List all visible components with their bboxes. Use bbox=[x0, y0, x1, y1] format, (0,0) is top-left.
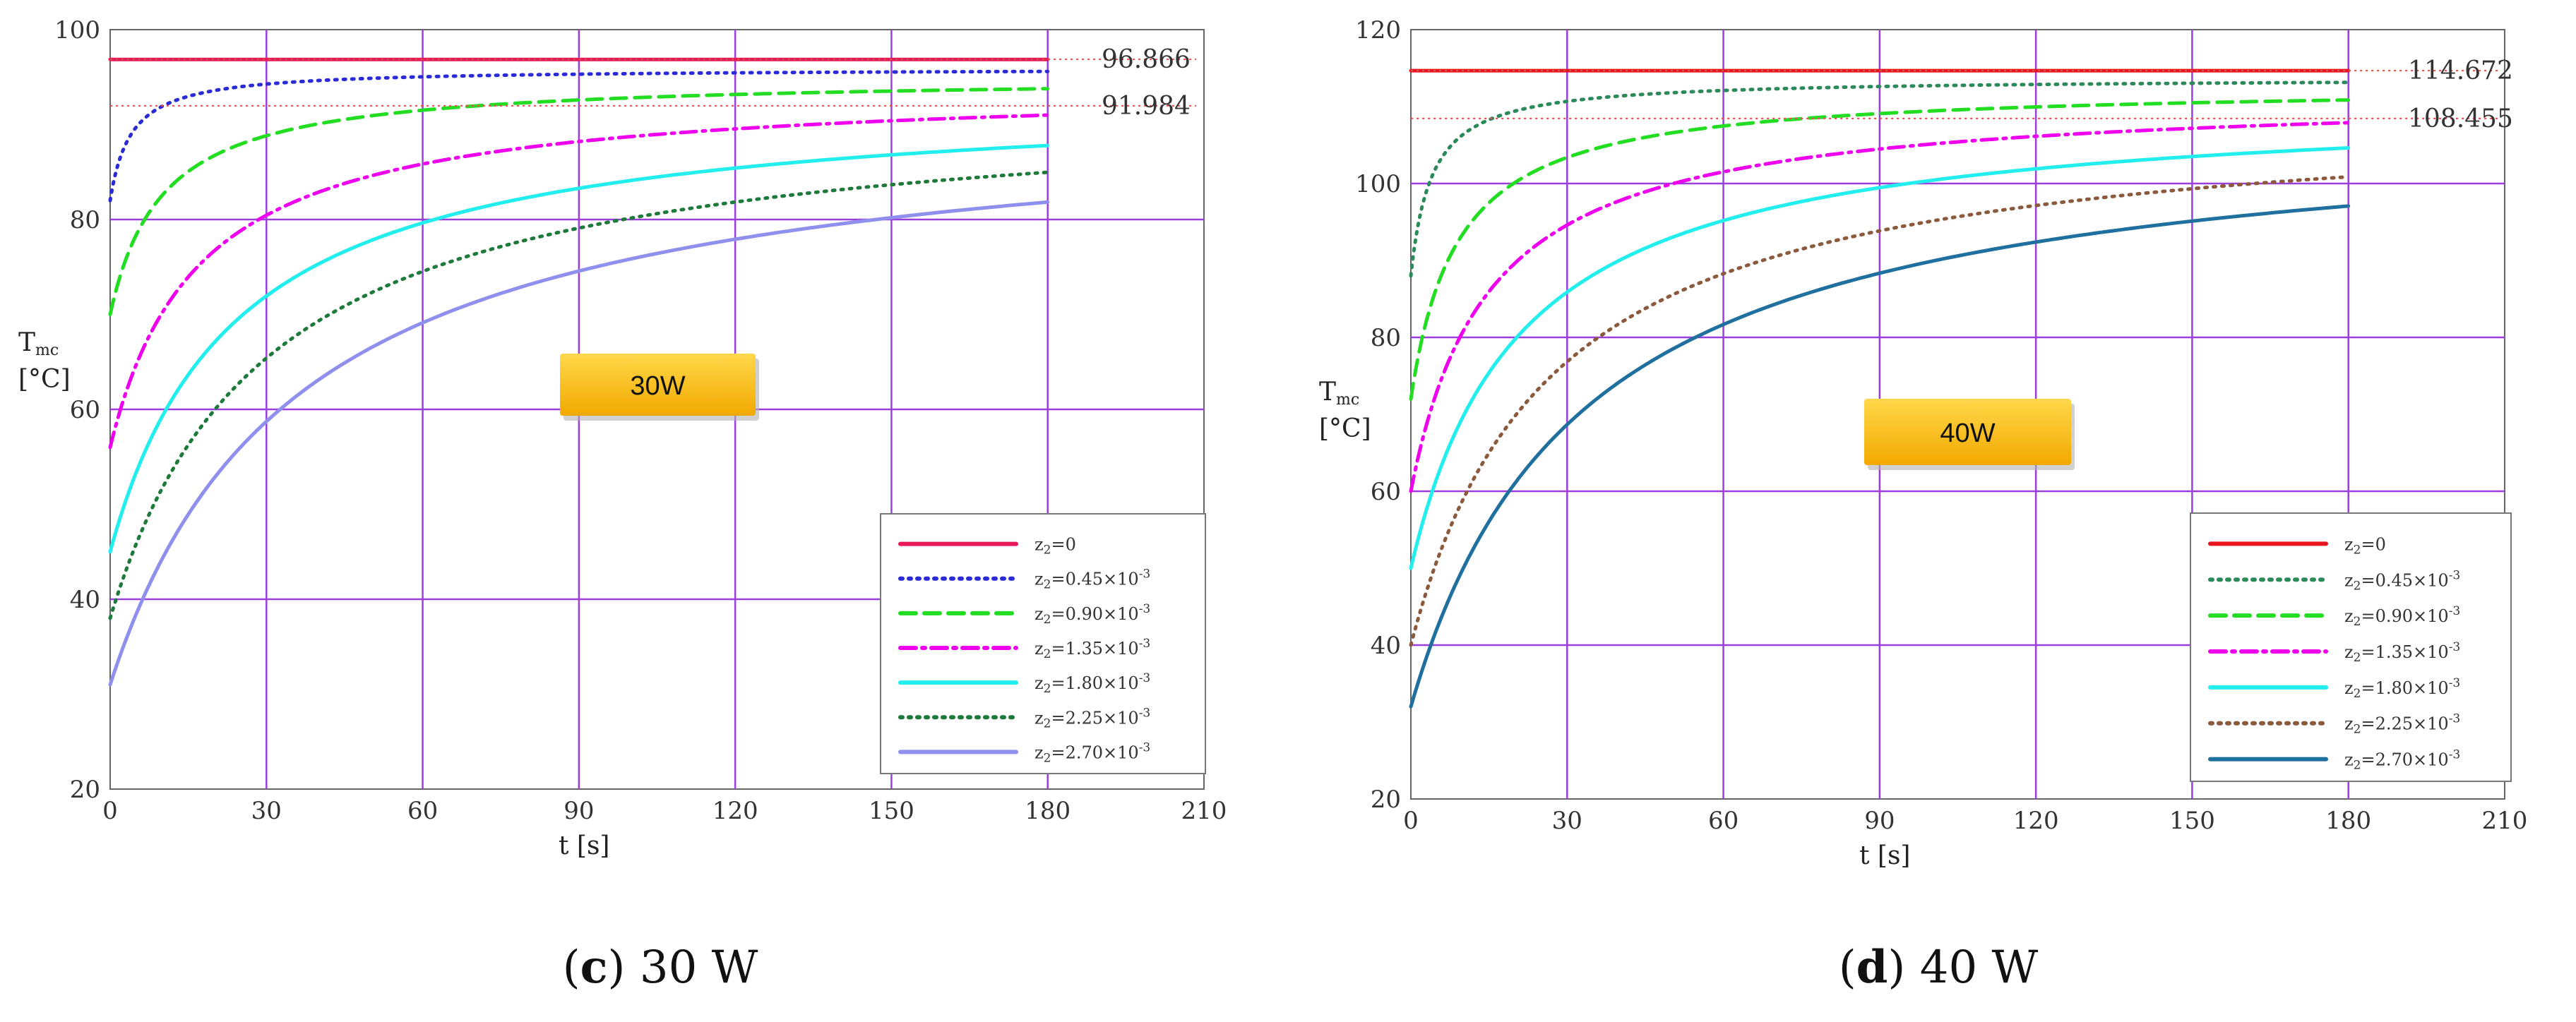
y-axis-label: Tmc bbox=[1319, 378, 1359, 409]
legend-entry-label: z2=0.45×10-3 bbox=[2344, 568, 2460, 593]
series-line bbox=[1409, 98, 2351, 401]
series-line bbox=[1409, 204, 2351, 709]
y-tick-label: 80 bbox=[1371, 324, 1401, 352]
y-axis-unit: [°C] bbox=[1319, 414, 1371, 443]
y-axis-label-subscript: mc bbox=[35, 342, 59, 359]
y-tick-label: 100 bbox=[1355, 170, 1401, 198]
y-tick-label: 60 bbox=[1371, 478, 1401, 506]
figure-caption: (c) 30 W bbox=[563, 941, 758, 994]
series-line bbox=[1409, 80, 2351, 278]
series-line bbox=[108, 87, 1050, 316]
reference-value-label: 96.866 bbox=[1102, 45, 1191, 74]
reference-value-label: 91.984 bbox=[1102, 92, 1191, 121]
series-line bbox=[108, 69, 1050, 203]
y-tick-label: 20 bbox=[70, 776, 100, 804]
legend-entry-label: z2=2.25×10-3 bbox=[2344, 712, 2460, 737]
y-tick-label: 120 bbox=[1355, 16, 1401, 44]
power-badge bbox=[1864, 399, 2071, 465]
y-tick-label: 60 bbox=[70, 396, 100, 424]
legend-entry-label: z2=2.25×10-3 bbox=[1034, 706, 1150, 731]
y-tick-label: 40 bbox=[1371, 632, 1401, 660]
series-line bbox=[1409, 121, 2351, 493]
x-tick-label: 180 bbox=[1025, 797, 1071, 825]
series-line bbox=[108, 170, 1050, 620]
x-axis-label: t [s] bbox=[559, 831, 609, 860]
x-tick-label: 90 bbox=[1864, 807, 1895, 835]
legend-entry-label: z2=0 bbox=[2344, 534, 2386, 557]
legend bbox=[880, 513, 1206, 774]
legend-entry-label: z2=1.80×10-3 bbox=[1034, 671, 1150, 696]
reference-value-label: 114.672 bbox=[2408, 56, 2513, 85]
x-tick-label: 30 bbox=[1552, 807, 1582, 835]
legend-entry-label: z2=0 bbox=[1034, 535, 1076, 558]
x-tick-label: 120 bbox=[712, 797, 758, 825]
x-tick-label: 30 bbox=[251, 797, 282, 825]
x-tick-label: 90 bbox=[564, 797, 594, 825]
power-badge-label: 30W bbox=[630, 371, 685, 401]
y-axis-unit: [°C] bbox=[18, 365, 71, 394]
x-tick-label: 60 bbox=[407, 797, 438, 825]
series-line bbox=[1409, 175, 2351, 647]
series-line bbox=[108, 200, 1050, 687]
y-tick-label: 20 bbox=[1371, 786, 1401, 814]
legend bbox=[2190, 512, 2512, 782]
chart-40w: 0 30 60 90 120 150 180 210 20 40 60 80 100 120 t [s] Tm… bbox=[1319, 16, 2527, 994]
x-tick-label: 150 bbox=[869, 797, 914, 825]
x-tick-label: 60 bbox=[1708, 807, 1739, 835]
y-tick-label: 80 bbox=[70, 206, 100, 234]
y-axis-label-subscript: mc bbox=[1336, 391, 1359, 409]
power-badge bbox=[560, 354, 756, 416]
series-line bbox=[1409, 146, 2351, 570]
x-tick-label: 0 bbox=[1403, 807, 1419, 835]
x-tick-label: 150 bbox=[2169, 807, 2215, 835]
legend-entry-label: z2=1.35×10-3 bbox=[1034, 637, 1150, 661]
reference-value-label: 108.455 bbox=[2408, 104, 2513, 133]
power-badge-label: 40W bbox=[1940, 419, 1995, 448]
legend-entry-label: z2=1.35×10-3 bbox=[2344, 640, 2460, 665]
y-tick-label: 40 bbox=[70, 586, 100, 614]
legend-entry-label: z2=0.45×10-3 bbox=[1034, 567, 1150, 592]
legend-entry-label: z2=1.80×10-3 bbox=[2344, 676, 2460, 701]
series-line bbox=[108, 143, 1050, 554]
legend-entry-label: z2=0.90×10-3 bbox=[1034, 602, 1150, 627]
figure-caption: (d) 40 W bbox=[1839, 941, 2039, 994]
y-tick-label: 100 bbox=[54, 16, 100, 44]
legend-entry-label: z2=2.70×10-3 bbox=[2344, 748, 2460, 773]
x-tick-label: 210 bbox=[1181, 797, 1227, 825]
x-tick-label: 0 bbox=[102, 797, 118, 825]
legend-entry-label: z2=0.90×10-3 bbox=[2344, 604, 2460, 629]
series-line bbox=[108, 113, 1050, 450]
legend-entry-label: z2=2.70×10-3 bbox=[1034, 740, 1150, 765]
x-tick-label: 180 bbox=[2325, 807, 2371, 835]
x-axis-label: t [s] bbox=[1859, 841, 1910, 870]
chart-30w: 0 30 60 90 120 150 180 210 20 40 60 80 100 t [s] Tmc [°… bbox=[18, 16, 1227, 994]
x-tick-label: 120 bbox=[2013, 807, 2059, 835]
x-tick-label: 210 bbox=[2482, 807, 2528, 835]
y-axis-label: Tmc bbox=[18, 328, 59, 359]
